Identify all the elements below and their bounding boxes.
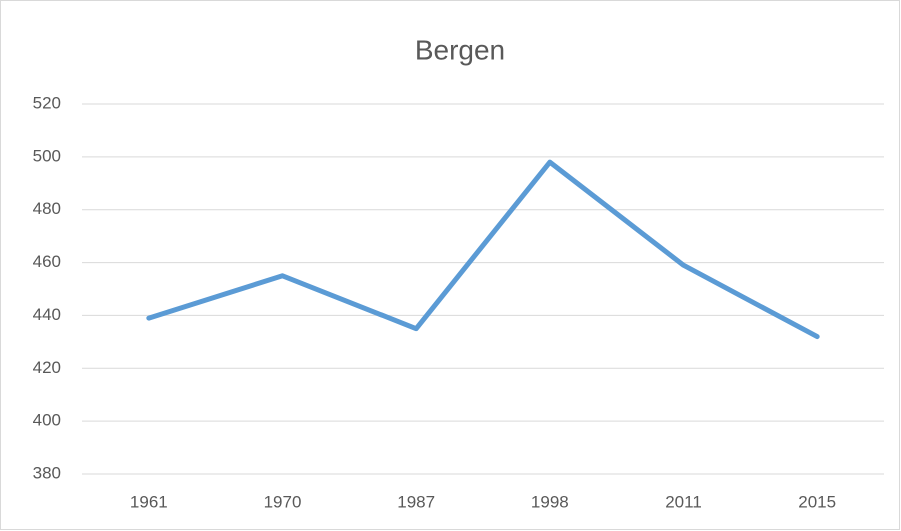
x-tick-label: 2015 xyxy=(798,492,836,511)
x-tick-label: 1970 xyxy=(264,492,302,511)
data-line xyxy=(146,159,820,340)
chart-title: Bergen xyxy=(415,34,505,65)
y-tick-label: 480 xyxy=(33,199,61,218)
y-tick-label: 440 xyxy=(33,305,61,324)
y-tick-label: 400 xyxy=(33,411,61,430)
y-tick-label: 500 xyxy=(33,146,61,165)
x-tick-label: 1961 xyxy=(130,492,168,511)
y-tick-label: 380 xyxy=(33,463,61,482)
y-tick-label: 520 xyxy=(33,93,61,112)
x-tick-label: 1987 xyxy=(397,492,435,511)
x-tick-label: 2011 xyxy=(665,492,702,511)
x-tick-label: 1998 xyxy=(531,492,569,511)
y-tick-label: 420 xyxy=(33,358,61,377)
y-tick-label: 460 xyxy=(33,252,61,271)
